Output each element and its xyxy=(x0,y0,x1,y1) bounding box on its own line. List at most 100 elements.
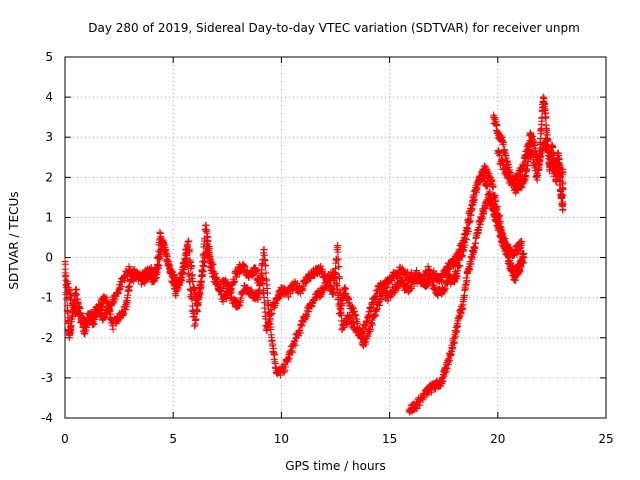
data-point-sample xyxy=(254,296,262,304)
data-point xyxy=(520,250,528,258)
data-point-sample xyxy=(168,272,176,280)
data-point-sample xyxy=(473,185,481,193)
data-point-sample xyxy=(231,277,239,285)
data-points xyxy=(61,93,567,416)
data-point xyxy=(557,173,565,181)
y-tick-label: 3 xyxy=(45,130,53,144)
data-point-sample xyxy=(442,368,450,376)
data-point-sample xyxy=(456,262,464,270)
data-point-sample xyxy=(281,363,289,371)
data-point-sample xyxy=(291,341,299,349)
data-point-sample xyxy=(334,255,342,263)
data-point-sample xyxy=(253,267,261,275)
data-point-sample xyxy=(285,355,293,363)
data-point-sample xyxy=(109,325,117,333)
data-point-sample xyxy=(223,295,231,303)
data-point-sample xyxy=(75,312,83,320)
data-point-sample xyxy=(202,221,210,229)
data-point-sample xyxy=(408,284,416,292)
plot-frame xyxy=(64,56,607,419)
series-track-b xyxy=(63,162,526,341)
data-point-sample xyxy=(163,252,171,260)
data-point-sample xyxy=(434,292,442,300)
data-point-sample xyxy=(217,287,225,295)
data-point-sample xyxy=(117,282,125,290)
data-point-sample xyxy=(444,266,452,274)
data-point-sample xyxy=(188,295,196,303)
data-point-sample xyxy=(188,271,196,279)
data-point-sample xyxy=(184,262,192,270)
data-point-sample xyxy=(199,268,207,276)
data-point-sample xyxy=(526,143,534,151)
x-axis-label: GPS time / hours xyxy=(285,459,386,473)
data-point-sample xyxy=(120,310,128,318)
data-point-sample xyxy=(365,312,373,320)
data-point xyxy=(264,302,272,310)
x-tick-label: 20 xyxy=(490,432,505,446)
y-tick-label: 5 xyxy=(45,50,53,64)
chart-title: Day 280 of 2019, Sidereal Day-to-day VTE… xyxy=(88,21,580,35)
x-tick-label: 10 xyxy=(274,432,289,446)
data-point-sample xyxy=(490,202,498,210)
data-point-sample xyxy=(336,289,344,297)
data-point-sample xyxy=(489,183,497,191)
data-point-sample xyxy=(556,166,564,174)
x-tick-label: 25 xyxy=(598,432,613,446)
data-point-sample xyxy=(259,279,267,287)
data-point-sample xyxy=(335,263,343,271)
data-point-sample xyxy=(192,315,200,323)
data-point-sample xyxy=(551,169,559,177)
data-point-sample xyxy=(183,251,191,259)
data-point-sample xyxy=(468,255,476,263)
data-point-sample xyxy=(201,258,209,266)
data-point-sample xyxy=(336,274,344,282)
data-point-sample xyxy=(406,286,414,294)
y-tick-label: 2 xyxy=(45,170,53,184)
data-point-sample xyxy=(456,251,464,259)
y-tick-label: 0 xyxy=(45,251,53,265)
data-point-sample xyxy=(193,308,201,316)
data-point-sample xyxy=(441,285,449,293)
data-point-sample xyxy=(330,286,338,294)
data-point-sample xyxy=(66,296,74,304)
data-point-sample xyxy=(445,357,453,365)
data-point-sample xyxy=(416,272,424,280)
data-point-sample xyxy=(194,299,202,307)
data-point-sample xyxy=(552,165,560,173)
data-point-sample xyxy=(90,314,98,322)
data-point-sample xyxy=(496,225,504,233)
data-point-sample xyxy=(498,156,506,164)
data-point-sample xyxy=(467,260,475,268)
series-track-e xyxy=(494,134,565,189)
data-point-sample xyxy=(186,278,194,286)
y-tick-label: -4 xyxy=(41,411,53,425)
data-point-sample xyxy=(288,348,296,356)
y-tick-label: 1 xyxy=(45,210,53,224)
data-point-sample xyxy=(518,167,526,175)
data-point-sample xyxy=(466,266,474,274)
axis-ticks: 0 5 10 15 20 25 -4 -3 -2 -1 0 1 2 3 4 5 xyxy=(41,50,614,446)
data-point-sample xyxy=(262,269,270,277)
data-point-sample xyxy=(317,262,325,270)
data-point xyxy=(334,242,342,250)
data-point-sample xyxy=(187,263,195,271)
data-point-sample xyxy=(157,252,165,260)
data-point-sample xyxy=(540,99,548,107)
data-point-sample xyxy=(494,218,502,226)
data-point-sample xyxy=(449,344,457,352)
data-point-sample xyxy=(529,150,537,158)
data-point-sample xyxy=(426,279,434,287)
data-point-sample xyxy=(533,176,541,184)
data-point-sample xyxy=(443,364,451,372)
data-point-sample xyxy=(182,245,190,253)
y-tick-label: -1 xyxy=(41,291,53,305)
data-point-sample xyxy=(368,321,376,329)
data-point-sample xyxy=(224,282,232,290)
data-point-sample xyxy=(207,259,215,267)
data-point-sample xyxy=(90,320,98,328)
data-point-sample xyxy=(205,245,213,253)
data-point xyxy=(518,238,526,246)
data-point-sample xyxy=(502,165,510,173)
data-point-sample xyxy=(185,237,193,245)
